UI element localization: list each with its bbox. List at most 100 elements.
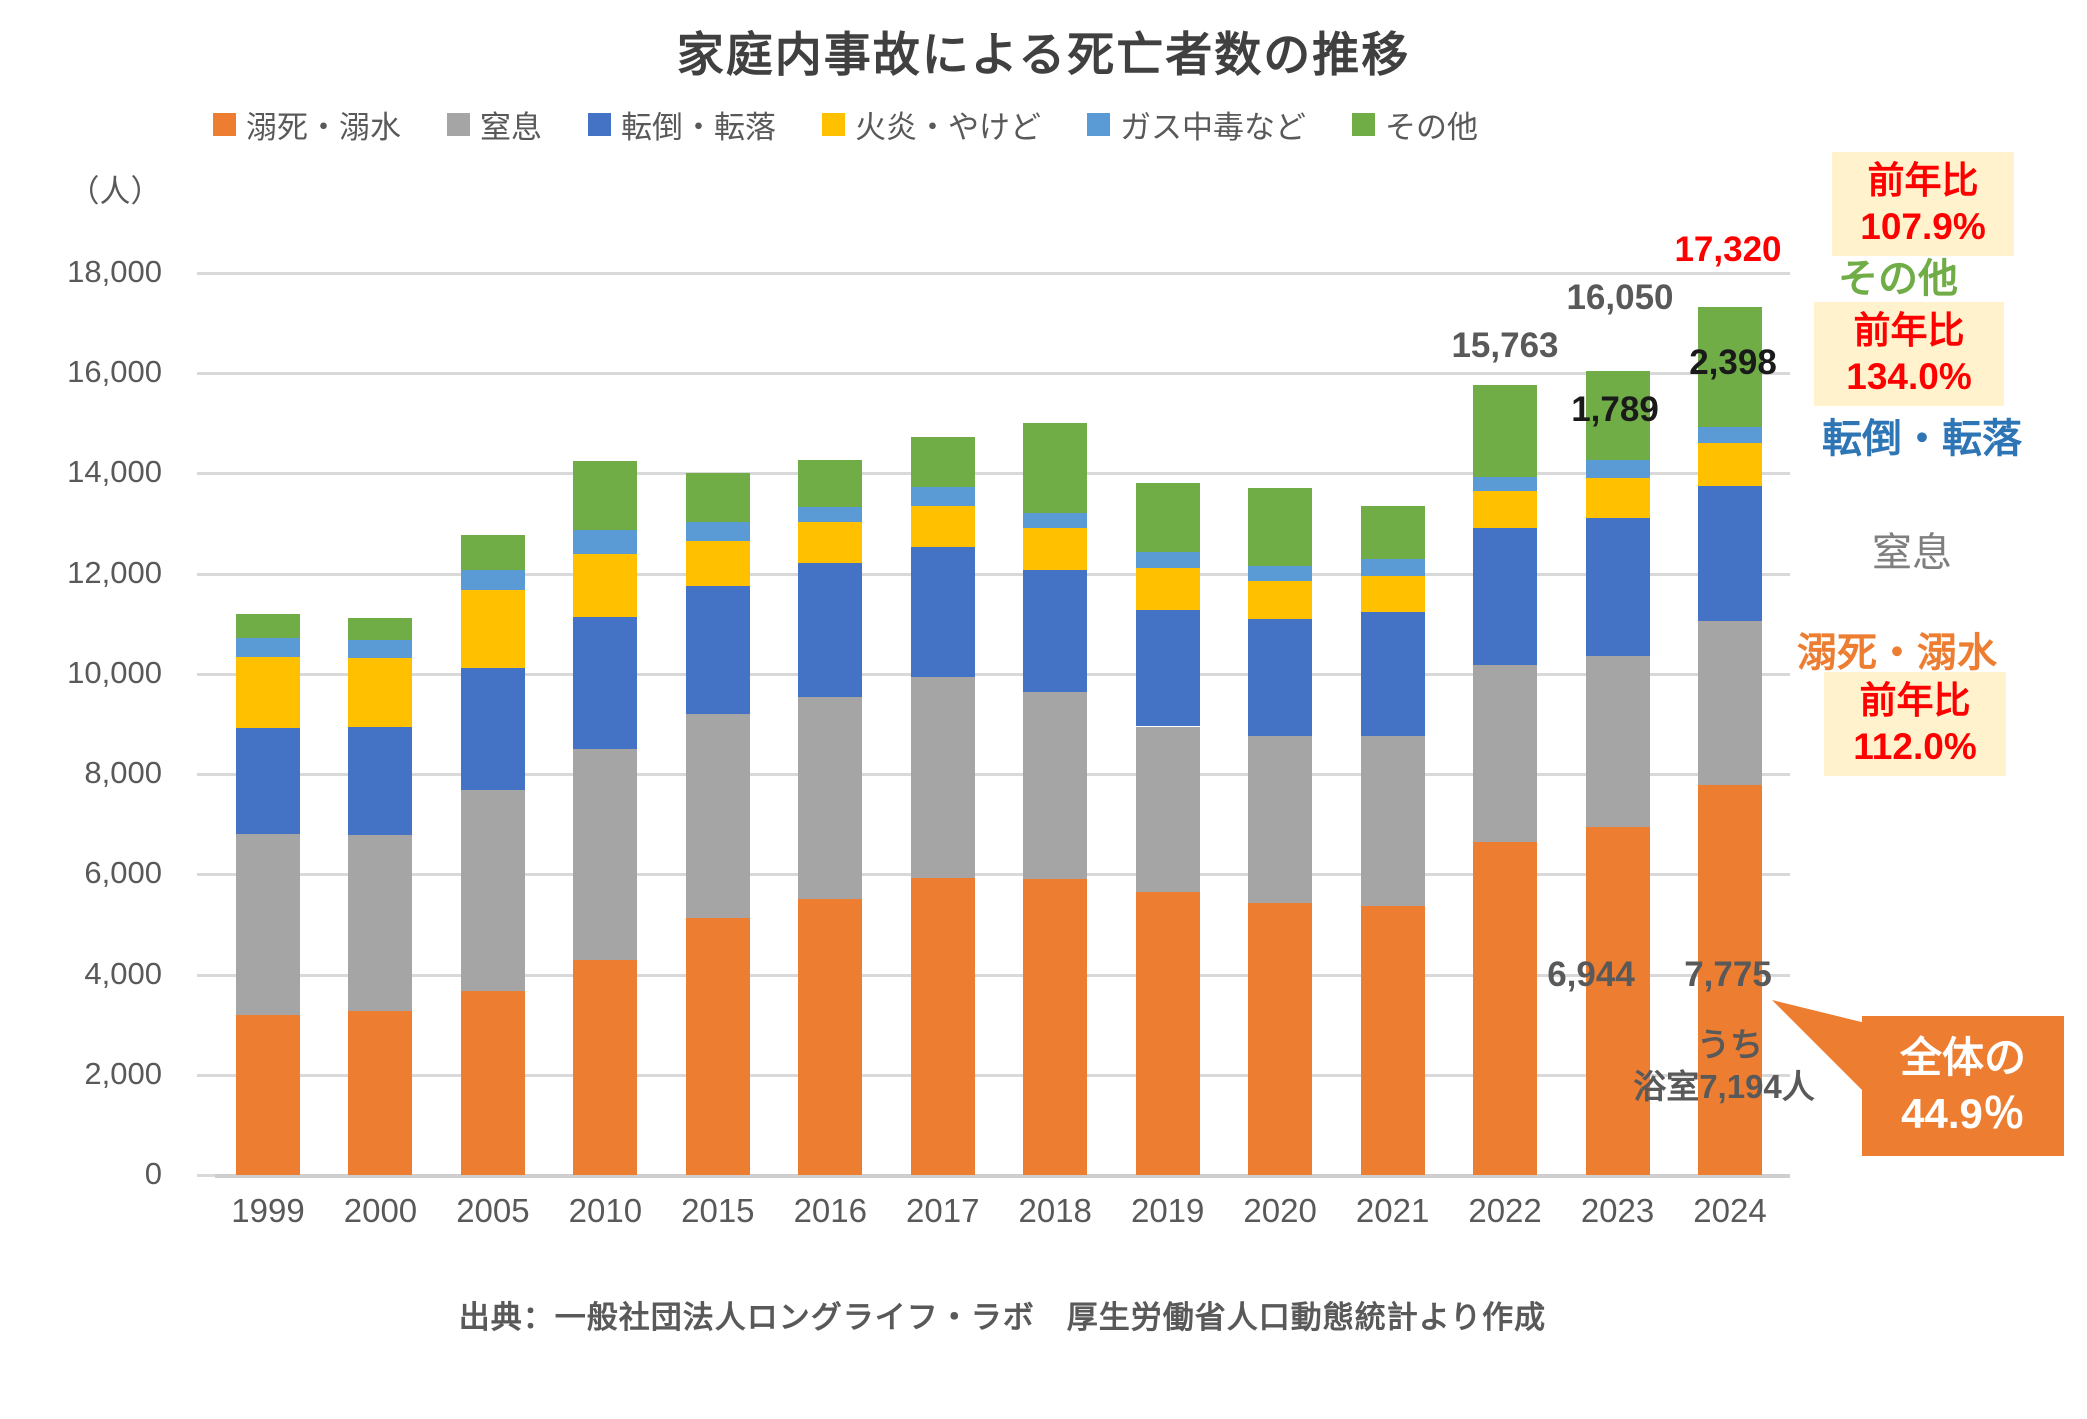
bar-segment-2000: [348, 657, 413, 727]
grid-line: [215, 1073, 1790, 1077]
yoy-drown-line1: 前年比: [1859, 680, 1971, 721]
bar-segment-2021: [1360, 559, 1425, 576]
y-axis-tick: [197, 873, 215, 877]
bar-segment-2000: [348, 835, 413, 1011]
bar-segment-2005: [460, 990, 525, 1175]
grid-line: [215, 372, 1790, 376]
x-axis-label-2024: 2024: [1693, 1192, 1767, 1229]
bar-segment-2023: [1585, 827, 1650, 1175]
total-label-2024: 17,320: [1674, 230, 1782, 269]
legend-swatch-icon: [588, 113, 611, 136]
bar-segment-2010: [573, 461, 638, 530]
y-axis-label: 10,000: [67, 654, 162, 690]
legend-label: その他: [1385, 110, 1478, 145]
bar-segment-2010: [573, 616, 638, 750]
x-axis-label-2010: 2010: [568, 1192, 643, 1229]
legend-label: 窒息: [480, 110, 542, 145]
x-axis-label-2018: 2018: [1018, 1192, 1092, 1229]
x-axis-label-2020: 2020: [1243, 1192, 1317, 1229]
legend-item: ガス中毒など: [1087, 102, 1306, 147]
yoy-other-line2: 134.0%: [1846, 356, 1972, 397]
bar-segment-1999: [236, 728, 300, 835]
grid-line: [215, 773, 1790, 777]
bar-segment-2020: [1248, 736, 1313, 904]
bar-segment-2016: [798, 522, 863, 564]
bar-segment-2023: [1585, 370, 1650, 461]
yoy-box-total: 前年比 107.9%: [1832, 152, 2014, 256]
other-value-2024: 2,398: [1689, 343, 1777, 382]
bar-segment-2017: [910, 878, 975, 1175]
y-axis-tick: [197, 372, 215, 376]
bar-segment-1999: [236, 656, 300, 728]
bar-segment-2015: [685, 714, 750, 919]
bar-segment-2020: [1248, 903, 1313, 1175]
bar-segment-2000: [348, 727, 413, 836]
bath-note-line1: うち: [1697, 1026, 1763, 1063]
bar-segment-2016: [798, 460, 863, 507]
yoy-drown-line2: 112.0%: [1853, 726, 1977, 767]
y-axis-label: 14,000: [67, 454, 162, 490]
y-axis-tick: [197, 272, 215, 275]
bar-segment-2019: [1135, 726, 1200, 892]
y-axis-label: 6,000: [84, 855, 162, 891]
bar-segment-2015: [685, 473, 750, 523]
callout-line1: 全体の: [1899, 1034, 2026, 1081]
grid-line: [215, 1174, 1790, 1178]
bar-segment-2010: [573, 749, 638, 960]
callout-share-box: 全体の 44.9％: [1862, 1016, 2064, 1156]
bar-segment-2022: [1473, 664, 1538, 842]
bar-segment-2024: [1698, 485, 1762, 621]
x-axis-label-2016: 2016: [793, 1192, 867, 1229]
bar-segment-2017: [910, 546, 975, 678]
bar-segment-2015: [685, 541, 750, 586]
bar-segment-2022: [1473, 476, 1538, 492]
bar-segment-2017: [910, 505, 975, 547]
y-axis-label: 8,000: [84, 755, 162, 791]
side-label-fall: 転倒・転落: [1822, 417, 2022, 461]
bar-segment-2024: [1698, 427, 1762, 444]
bar-segment-2024: [1698, 306, 1762, 428]
x-axis-label-2017: 2017: [906, 1192, 980, 1229]
y-axis-unit: （人）: [68, 174, 162, 209]
grid-line: [215, 672, 1790, 676]
bar-segment-2020: [1248, 488, 1313, 567]
y-axis-label: 12,000: [67, 554, 162, 590]
bar-segment-2020: [1248, 580, 1313, 620]
legend-swatch-icon: [213, 113, 236, 136]
total-label-2023: 16,050: [1566, 278, 1674, 317]
yoy-total-line2: 107.9%: [1860, 206, 1986, 247]
x-axis-label-2005: 2005: [456, 1192, 530, 1229]
bar-segment-2024: [1698, 443, 1762, 486]
y-axis-label: 16,000: [67, 354, 162, 390]
total-label-2022: 15,763: [1451, 326, 1559, 365]
x-axis-label-2021: 2021: [1355, 1192, 1430, 1229]
bar-segment-2017: [910, 677, 975, 879]
legend-item: 火炎・やけど: [822, 102, 1041, 147]
legend-label: 転倒・転落: [621, 110, 776, 145]
bar-segment-2015: [685, 585, 750, 715]
bar-segment-2018: [1023, 569, 1088, 693]
y-axis-tick: [197, 572, 215, 576]
legend-swatch-icon: [447, 113, 470, 136]
grid-line: [215, 272, 1790, 275]
bar-segment-2019: [1135, 551, 1200, 569]
grid-line: [215, 472, 1790, 476]
bar-segment-2018: [1023, 422, 1088, 514]
page-title: 家庭内事故による死亡者数の推移: [676, 28, 1411, 81]
yoy-other-line1: 前年比: [1853, 310, 1965, 351]
bar-segment-2019: [1135, 610, 1200, 727]
bar-segment-1999: [236, 1014, 300, 1175]
y-axis-tick: [197, 973, 215, 977]
bar-segment-2005: [460, 569, 525, 590]
bar-segment-2017: [910, 486, 975, 506]
legend-label: 溺死・溺水: [246, 110, 401, 145]
bar-segment-2016: [798, 563, 863, 698]
x-axis-label-2022: 2022: [1468, 1192, 1542, 1229]
bar-segment-2010: [573, 959, 638, 1175]
side-label-drown: 溺死・溺水: [1797, 631, 1997, 675]
bar-segment-2018: [1023, 879, 1088, 1175]
grid-line: [215, 572, 1790, 576]
grid-line: [215, 873, 1790, 877]
bar-segment-2016: [798, 899, 863, 1175]
yoy-box-drown: 前年比 112.0%: [1824, 672, 2006, 776]
